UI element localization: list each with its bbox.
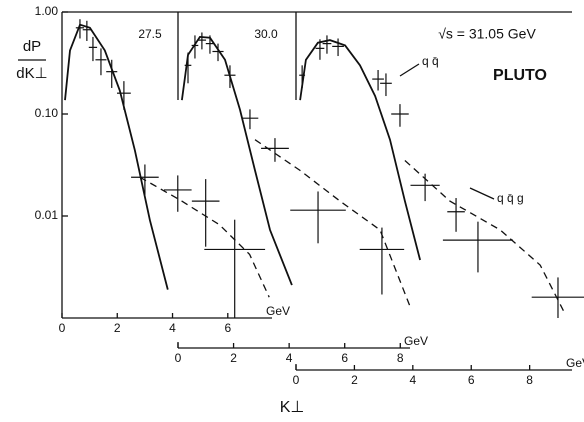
y-tick-label: 0.10 xyxy=(35,106,59,120)
x-tick-label: 0 xyxy=(293,373,300,387)
qq-arrow xyxy=(399,63,420,77)
panel-label: 27.5 xyxy=(138,27,162,41)
x-unit: GeV xyxy=(566,356,584,370)
model-curve-dashed xyxy=(254,139,411,307)
x-tick-label: 4 xyxy=(409,373,416,387)
model-curve xyxy=(181,35,293,286)
x-tick-label: 2 xyxy=(351,373,358,387)
y-label-bottom: dK⊥ xyxy=(16,65,47,82)
x-tick-label: 2 xyxy=(230,351,237,365)
y-tick-label: 0.01 xyxy=(35,208,59,222)
qq-label: q q̄ xyxy=(422,54,439,68)
x-tick-label: 4 xyxy=(169,321,176,335)
y-label-top: dP xyxy=(23,38,41,55)
qqg-arrow xyxy=(469,187,495,200)
energy-label: √s = 31.05 GeV xyxy=(438,26,536,42)
panel-label: 30.0 xyxy=(254,27,278,41)
x-tick-label: 0 xyxy=(59,321,66,335)
x-tick-label: 8 xyxy=(526,373,533,387)
model-curve xyxy=(64,23,169,290)
qqg-label: q q̄ g xyxy=(497,191,524,205)
x-tick-label: 4 xyxy=(286,351,293,365)
y-tick-label: 1.00 xyxy=(35,4,59,18)
model-curve-dashed xyxy=(139,176,270,298)
model-curve xyxy=(299,39,421,261)
x-tick-label: 6 xyxy=(341,351,348,365)
x-tick-label: 0 xyxy=(175,351,182,365)
x-label: K⊥ xyxy=(280,399,305,416)
x-tick-label: 8 xyxy=(397,351,404,365)
x-unit: GeV xyxy=(266,304,290,318)
x-tick-label: 6 xyxy=(468,373,475,387)
model-curve-dashed xyxy=(404,160,566,315)
x-unit: GeV xyxy=(404,334,428,348)
experiment-label: PLUTO xyxy=(493,67,547,84)
x-tick-label: 2 xyxy=(114,321,121,335)
x-tick-label: 6 xyxy=(224,321,231,335)
